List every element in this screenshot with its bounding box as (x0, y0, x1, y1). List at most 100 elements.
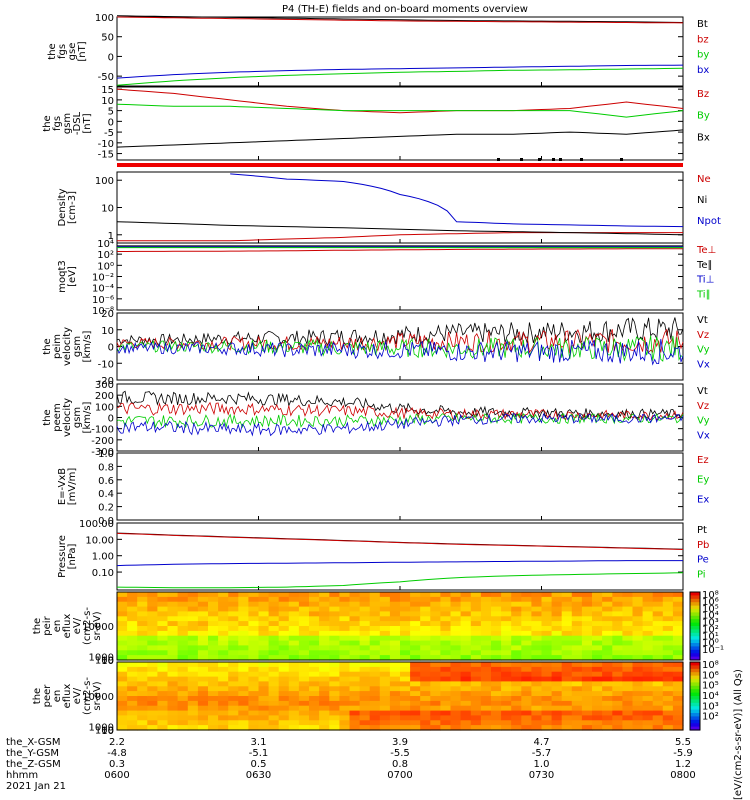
heatmap-cell (592, 635, 603, 642)
heatmap-cell (662, 640, 674, 647)
heatmap-cell (551, 705, 563, 712)
heatmap-cell (349, 696, 361, 702)
heatmap-cell (632, 592, 644, 598)
heatmap-cell (541, 725, 553, 731)
y-axis-label: the (47, 43, 58, 59)
heatmap-cell (460, 640, 472, 647)
heatmap-cell (400, 621, 411, 627)
heatmap-cell (359, 725, 371, 731)
heatmap-cell (511, 686, 522, 692)
heatmap-cell (420, 640, 431, 647)
heatmap-cell (400, 686, 411, 692)
heatmap-cell (137, 715, 148, 721)
heatmap-cell (450, 681, 462, 687)
heatmap-cell (329, 686, 340, 692)
heatmap-cell (672, 715, 684, 721)
heatmap-cell (612, 691, 623, 697)
heatmap-cell (278, 710, 290, 717)
heatmap-cell (501, 662, 512, 668)
heatmap-cell (137, 630, 148, 637)
heatmap-cell (369, 676, 381, 683)
heatmap-cell (612, 705, 623, 712)
heatmap-cell (410, 696, 421, 702)
heatmap-cell (480, 676, 492, 683)
heatmap-cell (491, 592, 502, 598)
colorbar-band (690, 709, 700, 714)
heatmap-cell (410, 662, 421, 668)
heatmap-cell (369, 655, 381, 661)
heatmap-cell (127, 705, 138, 712)
heatmap-cell (137, 635, 148, 642)
heatmap-cell (521, 655, 532, 661)
heatmap-cell (581, 606, 593, 613)
heatmap-cell (369, 616, 381, 622)
heatmap-cell (248, 662, 260, 668)
heatmap-cell (238, 710, 249, 717)
heatmap-cell (218, 616, 229, 622)
heatmap-cell (127, 655, 138, 661)
heatmap-cell (147, 616, 158, 622)
heatmap-cell (379, 725, 391, 731)
heatmap-cell (369, 662, 381, 668)
series-line-Bz (116, 88, 684, 114)
heatmap-cell (571, 626, 583, 632)
heatmap-cell (389, 596, 401, 603)
heatmap-cell (652, 720, 664, 726)
colorbar-tick-label: 10⁶ (702, 597, 719, 608)
heatmap-cell (632, 601, 644, 608)
heatmap-cell (288, 601, 300, 608)
heatmap-cell (127, 715, 138, 721)
heatmap-cell (521, 705, 532, 712)
heatmap-cell (208, 671, 219, 678)
heatmap-cell (218, 650, 229, 656)
heatmap-cell (410, 621, 421, 627)
heatmap-cell (359, 662, 371, 668)
heatmap-cell (349, 616, 361, 622)
panel-frame (116, 591, 684, 661)
colorbar-band (690, 595, 700, 600)
heatmap-cell (602, 592, 613, 598)
legend-entry: Vz (697, 330, 709, 341)
heatmap-cell (298, 645, 310, 651)
heatmap-cell (167, 645, 179, 651)
heatmap-cell (450, 666, 462, 673)
heatmap-cell (571, 676, 583, 683)
heatmap-cell (238, 681, 249, 687)
heatmap-cell (177, 671, 189, 678)
heatmap-cell (521, 621, 532, 627)
colorbar-band (690, 665, 700, 670)
heatmap-cell (238, 725, 249, 731)
heatmap-cell (400, 611, 411, 617)
heatmap-cell (369, 621, 381, 627)
heatmap-cell (551, 635, 563, 642)
heatmap-cell (470, 635, 482, 642)
heatmap-cell (642, 705, 654, 712)
heatmap-cell (672, 686, 684, 692)
heatmap-cell (410, 720, 421, 726)
heatmap-cell (551, 686, 563, 692)
heatmap-cell (571, 720, 583, 726)
heatmap-cell (541, 601, 553, 608)
heatmap-cell (662, 616, 674, 622)
heatmap-cell (531, 676, 543, 683)
heatmap-cell (248, 592, 260, 598)
heatmap-cell (672, 606, 684, 613)
x-axis-value: 0630 (246, 770, 271, 781)
heatmap-cell (662, 691, 674, 697)
heatmap-cell (632, 710, 644, 717)
heatmap-cell (612, 715, 623, 721)
colorbar-band (690, 612, 700, 617)
heatmap-cell (187, 710, 199, 717)
heatmap-cell (197, 601, 209, 608)
y-axis-label: eV/ (72, 617, 83, 634)
y-axis-label: velocity (62, 398, 73, 437)
heatmap-cell (460, 611, 472, 617)
heatmap-cell (450, 662, 462, 668)
heatmap-cell (298, 715, 310, 721)
heatmap-cell (622, 696, 634, 702)
heatmap-cell (561, 616, 573, 622)
heatmap-cell (369, 705, 381, 712)
heatmap-cell (268, 725, 280, 731)
heatmap-cell (258, 640, 270, 647)
